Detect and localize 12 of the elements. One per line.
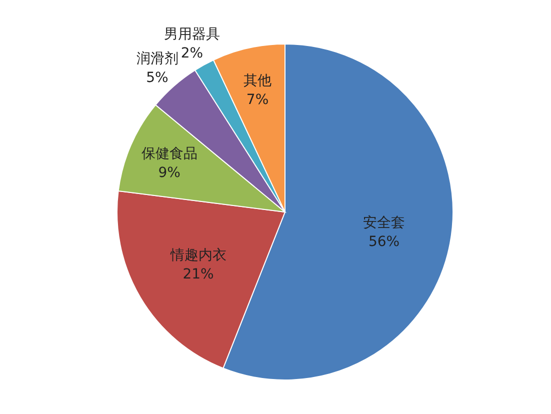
data-label: 5% [146,70,168,86]
slice-label: 情趣内衣 [169,247,226,264]
data-label: 7% [246,92,269,108]
slice-label: 保健食品 [141,146,198,162]
slice-label: 安全套 [363,214,406,231]
data-label: 2% [180,46,204,62]
data-label: 21% [182,266,214,282]
data-label: 9% [158,164,180,181]
slice-label: 其他 [244,73,272,90]
data-label: 56% [368,234,400,250]
slice-label: 男用器具 [164,26,220,43]
slice-label: 润滑剂 [136,51,178,68]
